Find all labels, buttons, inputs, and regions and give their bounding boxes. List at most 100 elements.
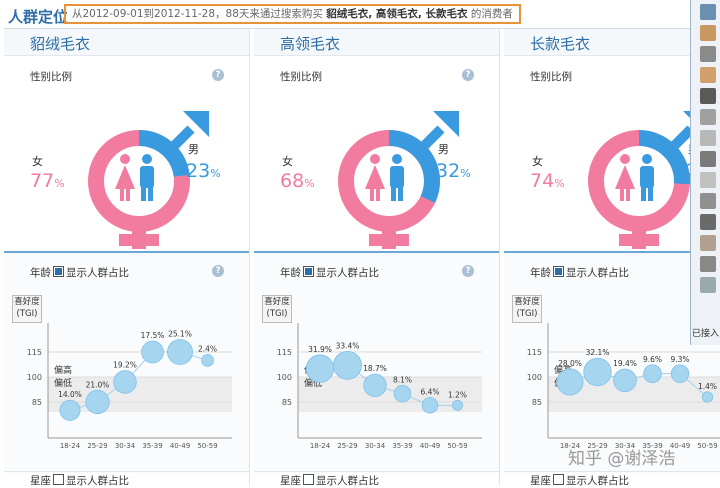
side-panel-button[interactable]: 已接入: [692, 329, 720, 339]
contact-avatar[interactable]: [700, 172, 716, 188]
y-tick-label: 100: [277, 373, 292, 382]
age-share-label: 1.2%: [448, 390, 467, 399]
x-tick-label: 40-49: [420, 442, 440, 450]
help-icon[interactable]: ?: [462, 69, 474, 81]
female-percent-sign: %: [554, 177, 565, 190]
constellation-section: 星座 显示人群占比: [254, 471, 499, 487]
contact-avatar[interactable]: [700, 193, 716, 209]
female-percent: 74%: [530, 170, 565, 192]
age-bubble: [59, 399, 81, 421]
age-title: 年龄: [530, 267, 551, 279]
column-title-band: [504, 29, 720, 56]
constellation-section: 星座 显示人群占比: [4, 471, 249, 487]
female-label: 女: [32, 155, 43, 168]
contact-avatar[interactable]: [700, 67, 716, 83]
contact-avatar[interactable]: [700, 151, 716, 167]
constellation-title: 星座: [30, 475, 51, 487]
age-share-label: 28.0%: [558, 359, 582, 368]
age-bubble: [701, 391, 714, 403]
help-icon[interactable]: ?: [212, 265, 224, 277]
female-percent: 77%: [30, 170, 65, 192]
contact-avatar[interactable]: [700, 256, 716, 272]
contact-avatar[interactable]: [700, 235, 716, 251]
age-title: 年龄: [30, 267, 51, 279]
show-ratio-checkbox[interactable]: [53, 474, 64, 485]
show-ratio-checkbox[interactable]: [303, 266, 314, 277]
age-bubble: [333, 350, 362, 380]
query-description: 从2012-09-01到2012-11-28，88天来通过搜索购买 貂绒毛衣, …: [64, 4, 521, 24]
show-ratio-label: 显示人群占比: [66, 267, 129, 279]
y-tick-label: 100: [527, 373, 542, 382]
age-label: 年龄 显示人群占比: [280, 265, 379, 280]
age-share-label: 17.5%: [141, 331, 165, 340]
segment-column: 高领毛衣 性别比例? 女 68% 男 32% 年龄 显示人群占比? 喜好度 (TGI) 115 100…: [254, 29, 500, 487]
header-divider: [4, 28, 690, 29]
tgi-line-1: 喜好度: [514, 297, 540, 307]
age-bubble: [613, 368, 637, 393]
age-bubble: [421, 397, 439, 414]
show-ratio-checkbox[interactable]: [553, 474, 564, 485]
gender-section: 性别比例?女74%男26%: [504, 59, 720, 249]
age-share-label: 19.2%: [113, 361, 137, 370]
x-tick-label: 50-59: [447, 442, 467, 450]
gender-label: 性别比例: [530, 71, 572, 83]
female-percent-value: 68: [280, 170, 305, 192]
contact-avatar[interactable]: [700, 109, 716, 125]
male-label: 男: [438, 143, 449, 156]
age-share-label: 2.4%: [198, 344, 217, 353]
male-percent-sign: %: [460, 167, 471, 180]
male-percent-value: 23: [186, 160, 211, 182]
y-tick-label: 85: [282, 398, 292, 407]
age-bubble: [141, 340, 164, 364]
age-bubble: [363, 373, 387, 397]
age-title: 年龄: [280, 267, 301, 279]
show-ratio-label: 显示人群占比: [316, 475, 379, 487]
female-percent-sign: %: [54, 177, 65, 190]
low-label: 偏低: [54, 377, 72, 389]
desc-suffix: 的消费者: [470, 8, 513, 20]
male-percent-sign: %: [210, 167, 221, 180]
column-title: 长款毛衣: [530, 35, 591, 53]
side-contact-panel: [690, 0, 720, 345]
segment-column: 貂绒毛衣 性别比例? 女 77% 男 23% 年龄 显示人群占比? 喜好度 (TGI) 115 100…: [4, 29, 250, 487]
male-percent-value: 32: [436, 160, 461, 182]
high-label: 偏高: [54, 364, 72, 376]
age-bubble: [670, 364, 690, 383]
contact-avatar[interactable]: [700, 46, 716, 62]
age-share-label: 9.3%: [670, 355, 689, 364]
help-icon[interactable]: ?: [212, 69, 224, 81]
female-percent-sign: %: [304, 177, 315, 190]
help-icon[interactable]: ?: [462, 265, 474, 277]
contact-avatar[interactable]: [700, 130, 716, 146]
y-tick-label: 85: [532, 398, 542, 407]
show-ratio-checkbox[interactable]: [553, 266, 564, 277]
gender-donut-chart: [338, 111, 459, 249]
x-tick-label: 18-24: [560, 442, 581, 450]
male-person-icon: [640, 154, 654, 201]
gender-label: 性别比例: [30, 71, 72, 83]
female-label: 女: [532, 155, 543, 168]
age-bubble: [201, 353, 214, 367]
gender-donut-chart: [88, 111, 209, 249]
x-tick-label: 35-39: [642, 442, 662, 450]
x-tick-label: 18-24: [310, 442, 331, 450]
contact-avatar[interactable]: [700, 4, 716, 20]
age-bubble: [583, 357, 612, 387]
male-person-icon: [140, 154, 154, 201]
show-ratio-label: 显示人群占比: [566, 267, 629, 279]
male-percent: 32%: [436, 160, 471, 182]
contact-avatar[interactable]: [700, 88, 716, 104]
y-tick-label: 115: [527, 348, 542, 357]
x-tick-label: 35-39: [142, 442, 162, 450]
x-tick-label: 40-49: [170, 442, 190, 450]
male-ring-segment: [338, 130, 440, 232]
contact-avatar[interactable]: [700, 214, 716, 230]
female-percent-value: 77: [30, 170, 55, 192]
show-ratio-checkbox[interactable]: [303, 474, 314, 485]
desc-keywords: 貂绒毛衣, 高领毛衣, 长款毛衣: [326, 8, 468, 20]
x-tick-label: 50-59: [197, 442, 217, 450]
show-ratio-checkbox[interactable]: [53, 266, 64, 277]
contact-avatar[interactable]: [700, 25, 716, 41]
male-person-icon: [390, 154, 404, 201]
contact-avatar[interactable]: [700, 277, 716, 293]
